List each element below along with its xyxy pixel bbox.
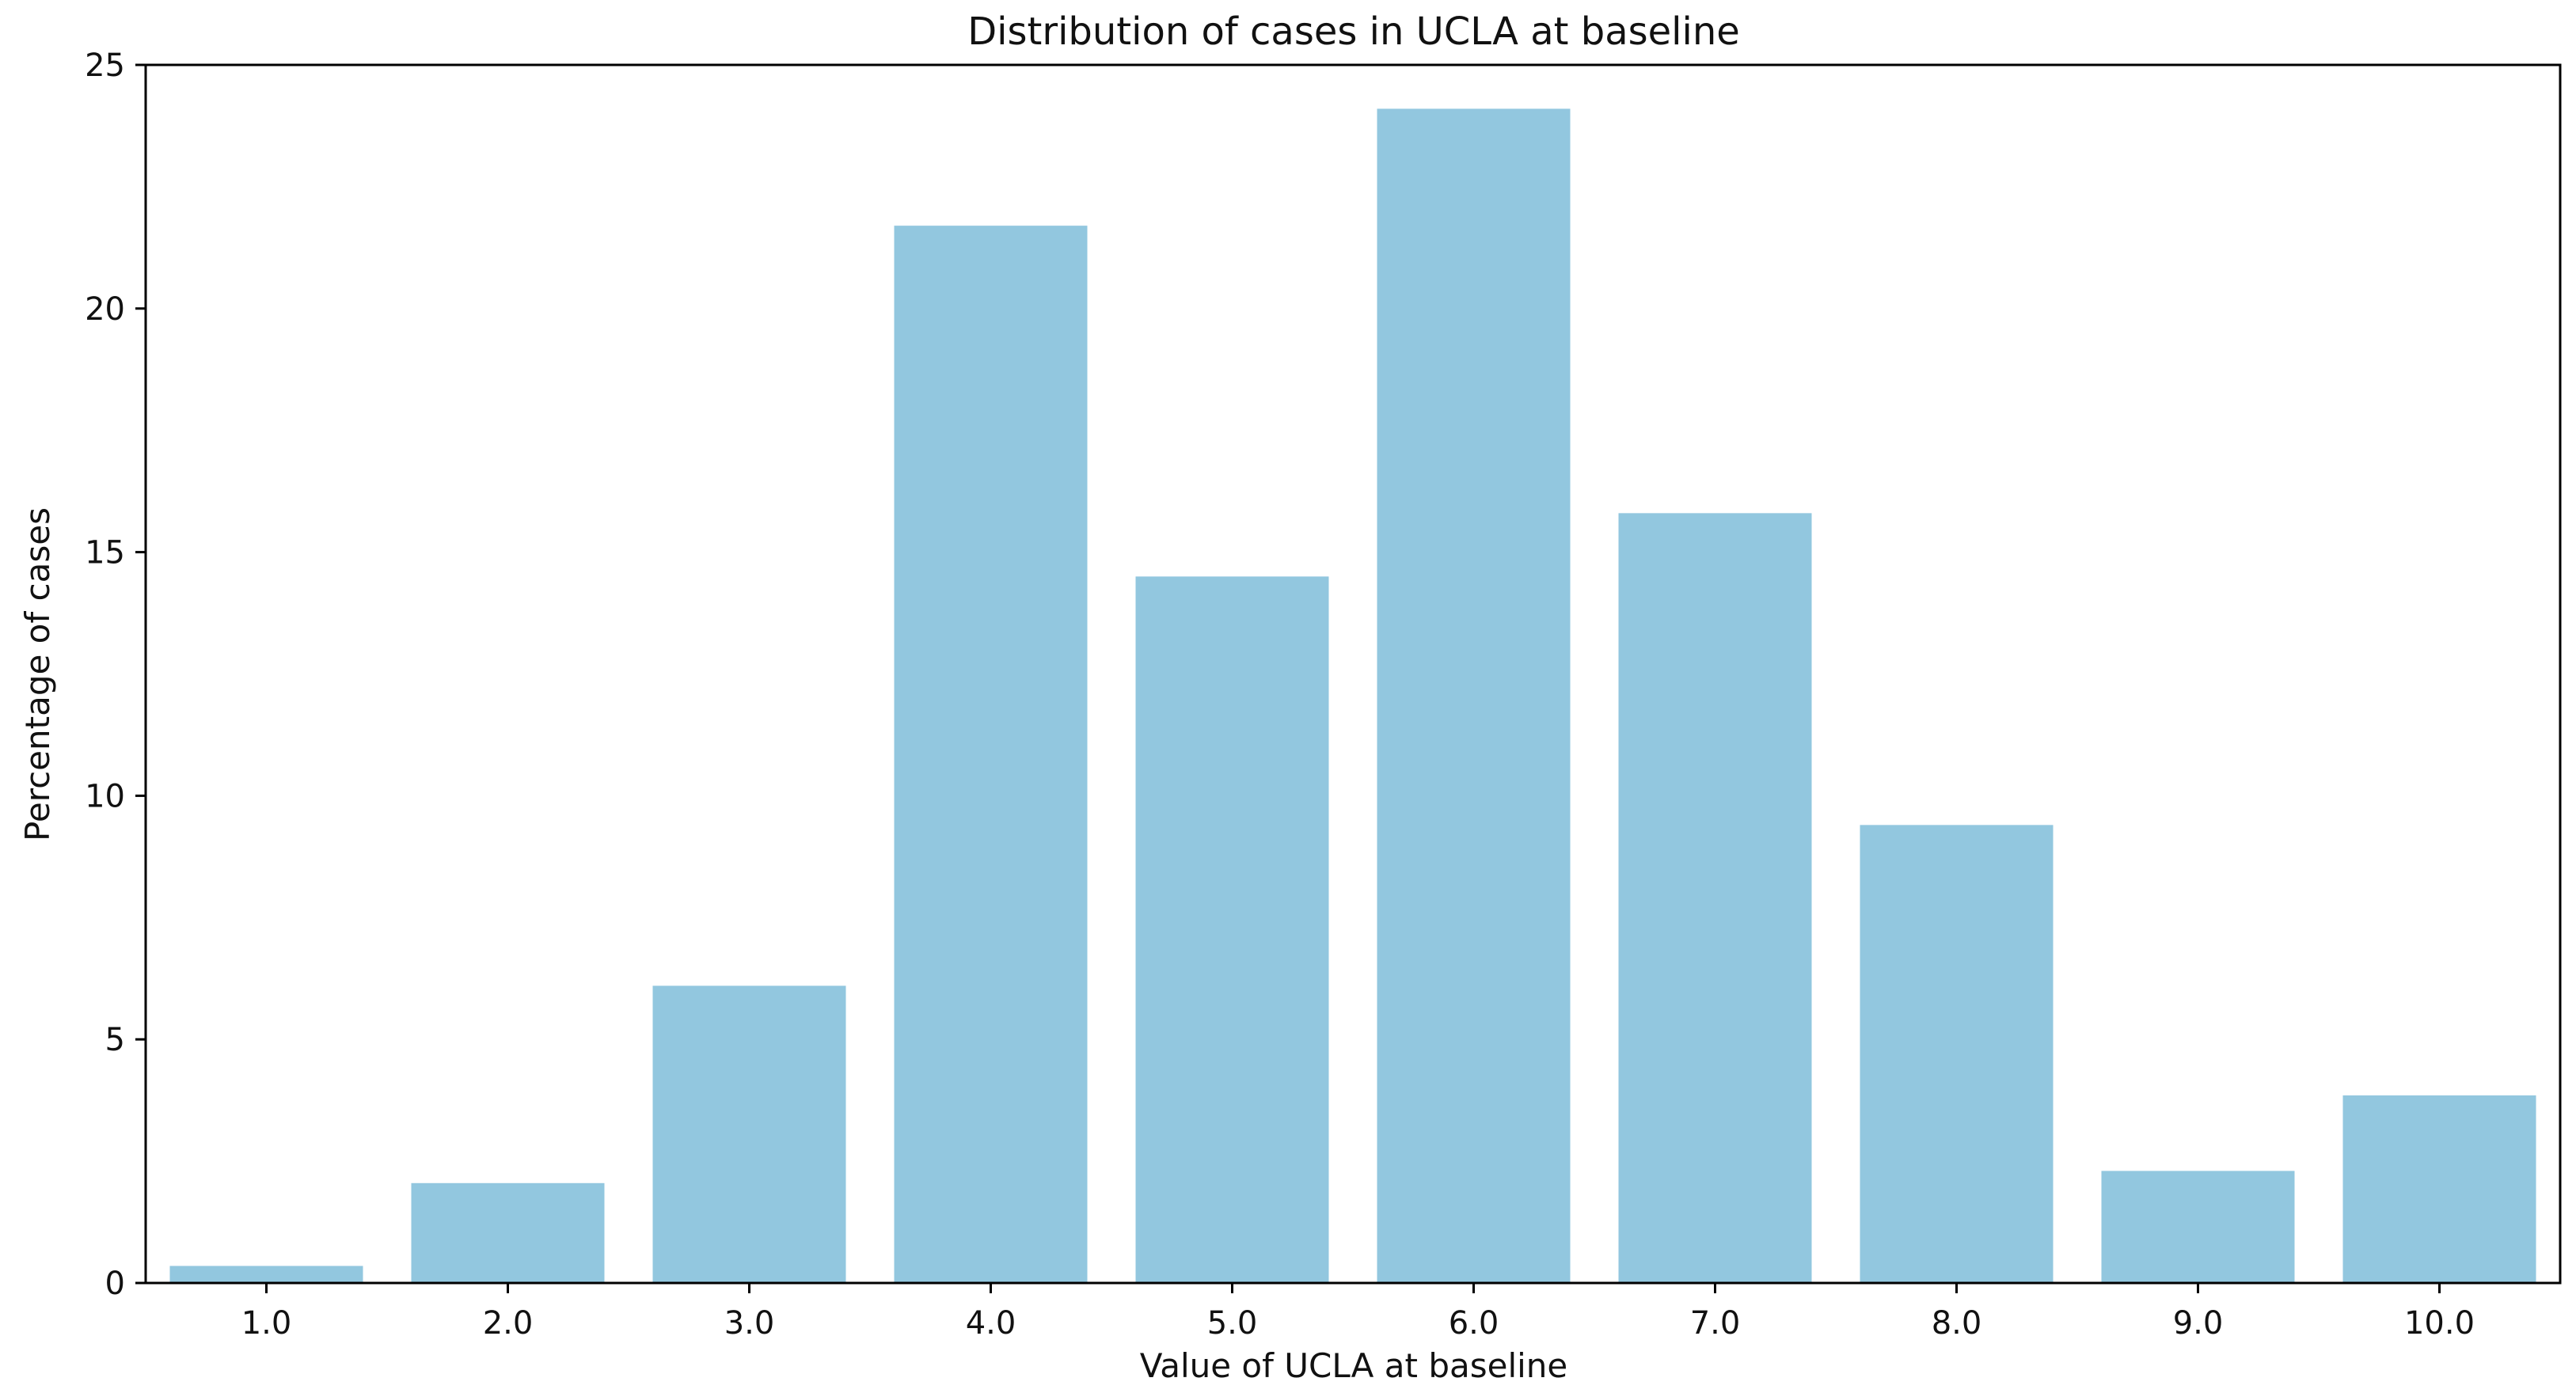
bar-7.0 [1618, 513, 1812, 1283]
bar-6.0 [1377, 108, 1571, 1283]
bar-2.0 [411, 1182, 605, 1283]
x-tick-label: 2.0 [483, 1305, 534, 1342]
bar-10.0 [2342, 1095, 2536, 1283]
y-tick-label: 5 [105, 1022, 125, 1058]
x-tick-label: 10.0 [2404, 1305, 2475, 1342]
bar-4.0 [894, 226, 1088, 1283]
x-tick-label: 9.0 [2173, 1305, 2224, 1342]
y-axis-title: Percentage of cases [18, 507, 57, 841]
x-tick-label: 4.0 [966, 1305, 1016, 1342]
x-tick-label: 3.0 [724, 1305, 775, 1342]
bar-9.0 [2101, 1171, 2295, 1283]
y-tick-label: 25 [85, 47, 125, 84]
x-tick-label: 5.0 [1207, 1305, 1258, 1342]
x-tick-label: 7.0 [1690, 1305, 1741, 1342]
chart-title: Distribution of cases in UCLA at baselin… [967, 9, 1740, 54]
y-tick-label: 0 [105, 1266, 125, 1302]
y-tick-label: 10 [85, 778, 125, 814]
bar-3.0 [652, 985, 846, 1283]
bar-5.0 [1135, 576, 1329, 1283]
x-tick-label: 6.0 [1449, 1305, 1499, 1342]
x-tick-label: 8.0 [1932, 1305, 1982, 1342]
plot-frame [144, 63, 2562, 1285]
y-tick-label: 20 [85, 291, 125, 328]
bar-1.0 [169, 1266, 363, 1283]
y-tick-label: 15 [85, 535, 125, 571]
axes-group: 0 5 10 15 20 25 1.0 2.0 3.0 4.0 5.0 6.0 7.0 8.0 9.0 10.… [85, 47, 2562, 1342]
x-axis-title: Value of UCLA at baseline [1140, 1346, 1568, 1385]
bars-group [169, 108, 2536, 1283]
x-tick-label: 1.0 [241, 1305, 292, 1342]
bar-8.0 [1860, 825, 2054, 1283]
